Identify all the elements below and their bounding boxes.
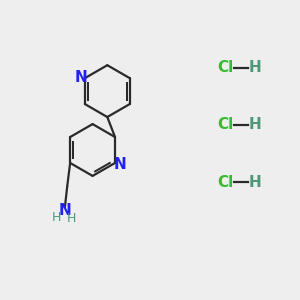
Text: H: H	[248, 175, 261, 190]
Text: H: H	[248, 60, 261, 75]
Text: N: N	[58, 203, 71, 218]
Text: N: N	[74, 70, 87, 85]
Text: Cl: Cl	[217, 60, 233, 75]
Text: Cl: Cl	[217, 118, 233, 133]
Text: H: H	[248, 118, 261, 133]
Text: Cl: Cl	[217, 175, 233, 190]
Text: N: N	[113, 157, 126, 172]
Text: H: H	[51, 211, 61, 224]
Text: H: H	[67, 212, 76, 224]
